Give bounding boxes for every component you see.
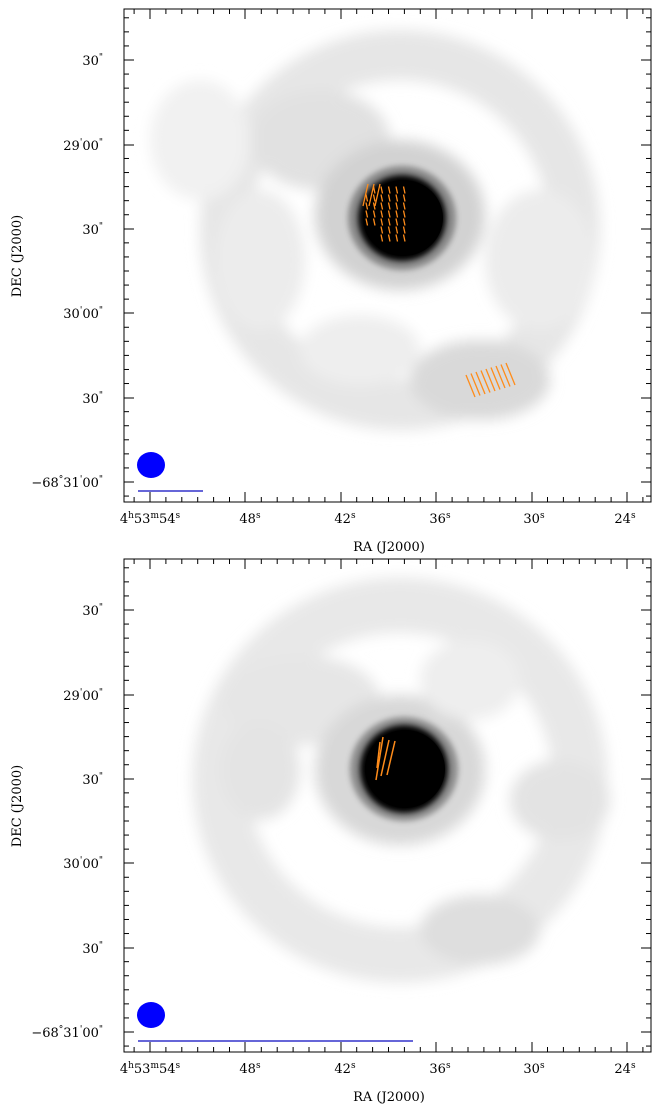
x-tick-label: 48s — [239, 511, 261, 527]
polarization-vector — [362, 183, 369, 207]
polarization-vector — [380, 226, 384, 234]
x-tick-label: 24s — [614, 1061, 636, 1077]
polarization-vector — [475, 371, 486, 395]
y-tick-label: 30" — [82, 53, 103, 69]
polarization-vectors-top — [362, 183, 516, 398]
polarization-vector — [368, 183, 375, 207]
polarization-vector — [395, 234, 399, 242]
polarization-vector — [386, 740, 396, 776]
y-axis-title-top: DEC (J2000) — [10, 215, 25, 297]
polarization-vector — [402, 218, 406, 226]
polarization-vector — [380, 218, 384, 226]
polarization-vector — [505, 362, 516, 386]
polarization-vector — [490, 367, 501, 390]
x-tick-labels-top: 4h53m54s 48s 42s 36s 30s 24s — [120, 511, 636, 527]
y-tick-label: 30" — [82, 391, 103, 407]
y-axis-title-bottom: DEC (J2000) — [10, 765, 25, 847]
polarization-vector — [374, 183, 381, 207]
x-tick-label: 4h53m54s — [120, 511, 181, 527]
polarization-vector — [500, 364, 511, 387]
polarization-vector — [380, 202, 384, 210]
x-tick-label: 42s — [334, 1061, 356, 1077]
x-tick-label: 4h53m54s — [120, 1061, 181, 1077]
polarization-vector — [387, 202, 391, 210]
panel-bottom — [123, 558, 652, 1053]
y-tick-label: 29'00" — [63, 688, 103, 704]
x-axis-title-top: RA (J2000) — [353, 540, 425, 555]
polarization-vector — [365, 218, 369, 226]
polarization-vector — [372, 202, 376, 210]
polarization-vector — [380, 186, 384, 194]
polarization-vector — [365, 210, 369, 218]
beam-ellipse-top — [137, 452, 165, 478]
polarization-vector — [387, 218, 391, 226]
beam-ellipse-bottom — [137, 1002, 165, 1028]
plot-frame-bottom — [123, 558, 652, 1053]
polarization-vector — [402, 194, 406, 202]
y-tick-labels-bottom: 30" 29'00" 30" 30'00" 30" −68°31'00" — [31, 603, 103, 1041]
x-tick-label: 30s — [523, 511, 545, 527]
y-tick-label: −68°31'00" — [31, 475, 103, 491]
polarization-vector — [376, 741, 381, 769]
x-tick-label: 24s — [614, 511, 636, 527]
polarization-vector — [402, 234, 406, 242]
polarization-vector — [465, 374, 476, 398]
polarization-vector — [495, 365, 506, 389]
x-tick-label: 42s — [334, 511, 356, 527]
x-tick-label: 36s — [429, 511, 451, 527]
y-tick-label: 29'00" — [63, 138, 103, 154]
y-tick-label: 30'00" — [63, 306, 103, 322]
polarization-vector — [387, 226, 391, 234]
plot-frame-top — [123, 8, 652, 503]
polarization-vector — [395, 226, 399, 234]
polarization-vector — [395, 202, 399, 210]
panel-top — [123, 8, 652, 503]
y-tick-labels-top: 30" 29'00" 30" 30'00" 30" −68°31'00" — [31, 53, 103, 491]
polarization-vector — [372, 194, 376, 202]
polarization-vector — [485, 368, 496, 392]
polarization-vector — [480, 370, 491, 393]
y-tick-label: 30'00" — [63, 856, 103, 872]
polarization-vectors-bottom — [375, 736, 396, 781]
x-tick-label: 48s — [239, 1061, 261, 1077]
polarization-vector — [402, 226, 406, 234]
polarization-vector — [387, 210, 391, 218]
polarization-vector — [470, 373, 481, 396]
polarization-vector — [402, 202, 406, 210]
y-tick-label: −68°31'00" — [31, 1025, 103, 1041]
y-tick-label: 30" — [82, 941, 103, 957]
intensity-image-bottom — [124, 559, 651, 1052]
polarization-vector — [395, 210, 399, 218]
x-tick-labels-bottom: 4h53m54s 48s 42s 36s 30s 24s — [120, 1061, 636, 1077]
polarization-vector — [380, 234, 384, 242]
ticks-top — [124, 9, 651, 502]
x-axis-title-bottom: RA (J2000) — [353, 1090, 425, 1105]
x-tick-label: 36s — [429, 1061, 451, 1077]
x-tick-label: 30s — [523, 1061, 545, 1077]
polarization-vector — [365, 202, 369, 210]
intensity-image-top — [124, 9, 651, 502]
polarization-vector — [372, 210, 376, 218]
polarization-vector — [375, 736, 384, 781]
polarization-vector — [365, 194, 369, 202]
polarization-vector — [402, 186, 406, 194]
y-tick-label: 30" — [82, 222, 103, 238]
polarization-vector — [387, 234, 391, 242]
polarization-vector — [387, 194, 391, 202]
polarization-vector — [395, 186, 399, 194]
y-tick-label: 30" — [82, 603, 103, 619]
polarization-vector — [395, 218, 399, 226]
polarization-vector — [387, 186, 391, 194]
polarization-vector — [395, 194, 399, 202]
polarization-vector — [380, 194, 384, 202]
ticks-bottom — [124, 559, 651, 1052]
polarization-vector — [380, 739, 390, 777]
y-tick-label: 30" — [82, 772, 103, 788]
polarization-vector — [380, 210, 384, 218]
polarization-vector — [372, 218, 376, 226]
polarization-vector — [402, 210, 406, 218]
